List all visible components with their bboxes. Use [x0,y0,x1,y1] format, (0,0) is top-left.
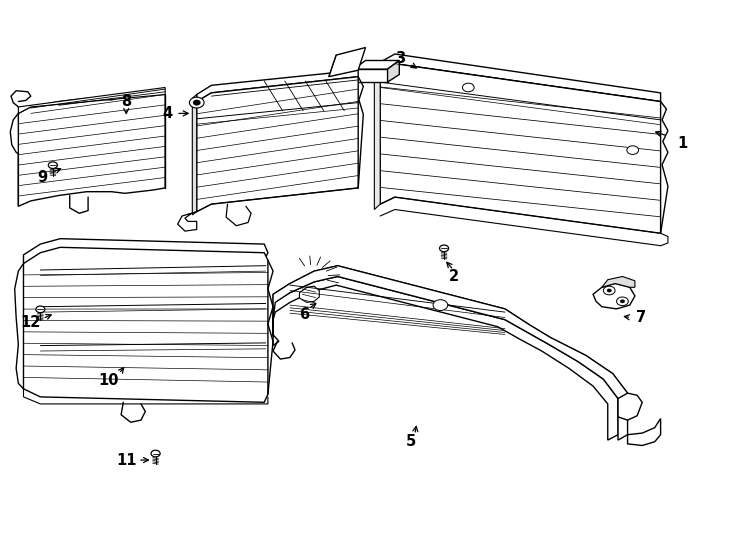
Text: 6: 6 [299,307,310,322]
Polygon shape [354,60,399,69]
Circle shape [603,286,615,295]
Polygon shape [273,266,628,410]
Circle shape [617,297,628,306]
Polygon shape [197,70,358,102]
Text: 1: 1 [677,136,688,151]
Text: 3: 3 [395,51,405,66]
Polygon shape [192,94,197,215]
Text: 8: 8 [121,94,131,109]
Polygon shape [329,48,366,77]
Text: 7: 7 [636,310,646,325]
Polygon shape [18,93,165,206]
Circle shape [462,83,474,92]
Polygon shape [374,62,380,210]
Polygon shape [299,286,319,302]
Circle shape [151,450,160,457]
Polygon shape [273,266,628,440]
Polygon shape [197,77,358,212]
Text: 9: 9 [37,170,48,185]
Polygon shape [602,276,635,287]
Polygon shape [354,69,388,82]
Text: 10: 10 [98,373,119,388]
Text: 4: 4 [162,106,172,121]
Text: 12: 12 [21,315,41,330]
Circle shape [620,300,625,303]
Polygon shape [23,239,268,264]
Polygon shape [380,64,661,233]
Circle shape [627,146,639,154]
Circle shape [48,162,57,168]
Circle shape [607,289,611,292]
Polygon shape [593,284,635,309]
Circle shape [193,100,200,105]
Polygon shape [388,60,399,82]
Polygon shape [273,276,618,440]
Polygon shape [23,247,268,402]
Polygon shape [380,54,661,102]
Circle shape [433,300,448,310]
Circle shape [440,245,448,252]
Text: 11: 11 [116,453,137,468]
Circle shape [189,97,204,108]
Text: 2: 2 [448,269,459,284]
Text: 5: 5 [406,434,416,449]
Circle shape [36,306,45,313]
Polygon shape [618,393,642,420]
Polygon shape [18,87,165,113]
Polygon shape [628,418,661,445]
